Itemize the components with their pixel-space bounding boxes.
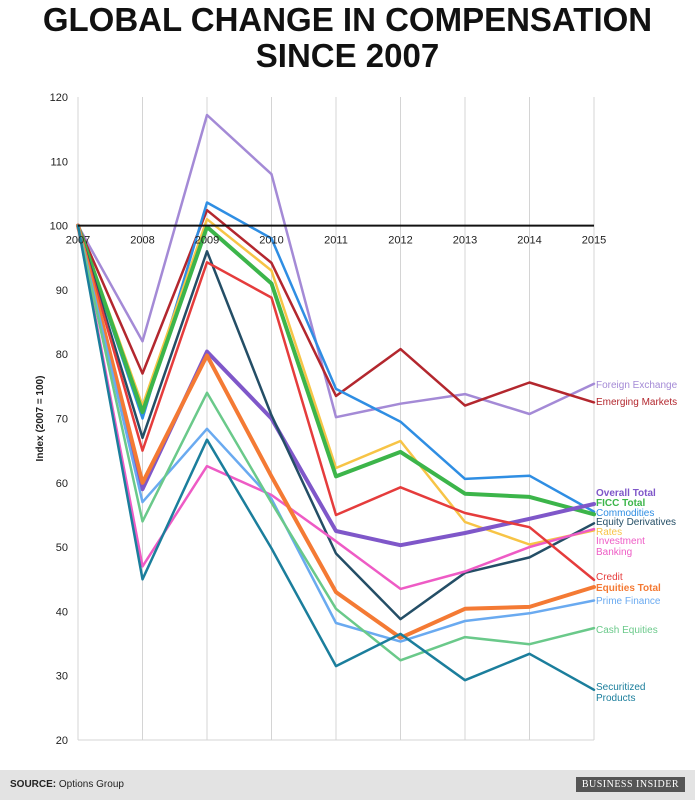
y-tick-label: 50 [56, 542, 68, 554]
series-line-equities-total [76, 223, 596, 640]
end-label-commodities: Commodities [596, 508, 654, 519]
y-tick-label: 80 [56, 349, 68, 361]
end-label-emerging-markets: Emerging Markets [596, 397, 677, 408]
end-label-line: Emerging Markets [596, 397, 677, 408]
series-line-securitized-products [76, 224, 596, 692]
y-tick-label: 70 [56, 414, 68, 426]
y-tick-label: 120 [50, 92, 68, 104]
end-label-overall-total: Overall Total [596, 488, 656, 499]
end-label-line: Overall Total [596, 488, 656, 499]
series-lines [76, 113, 596, 692]
end-label-line: Equity Derivatives [596, 517, 676, 528]
chart-title: GLOBAL CHANGE IN COMPENSATION SINCE 2007 [0, 2, 695, 74]
series-line-foreign-exchange [76, 113, 596, 419]
line-chart: 20 30 40 50 60 70 80 90 100 110 120 Index (2007 = 1… [35, 92, 678, 747]
y-tick-label: 110 [50, 156, 68, 168]
x-tick-label: 2008 [130, 235, 154, 247]
end-label-line: Prime Finance [596, 596, 661, 607]
end-label-line: Credit [596, 572, 623, 583]
source-note: SOURCE: Options Group [10, 779, 124, 790]
y-axis: 20 30 40 50 60 70 80 90 100 110 120 Index (2007 = 1… [35, 92, 68, 747]
end-label-equity-derivatives: Equity Derivatives [596, 517, 676, 528]
end-label-line: Cash Equities [596, 625, 658, 636]
x-tick-label: 2014 [517, 235, 541, 247]
chart-title-line-2: SINCE 2007 [255, 37, 440, 74]
series-line-emerging-markets [76, 208, 596, 407]
chart-title-line-1: GLOBAL CHANGE IN COMPENSATION [42, 1, 653, 38]
y-tick-label: 100 [50, 221, 68, 233]
x-tick-label: 2007 [66, 235, 90, 247]
series-line-rates [76, 217, 596, 546]
footer-bar: SOURCE: Options Group BUSINESS INSIDER [0, 770, 695, 800]
x-tick-label: 2009 [195, 235, 219, 247]
x-tick-label: 2010 [259, 235, 283, 247]
brand-logo: BUSINESS INSIDER [575, 777, 685, 792]
end-label-line: FICC Total [596, 498, 645, 509]
end-label-prime-finance: Prime Finance [596, 596, 661, 607]
y-tick-label: 20 [56, 735, 68, 747]
source-label: SOURCE: [10, 779, 57, 790]
end-label-equities-total: Equities Total [596, 583, 661, 594]
y-tick-label: 30 [56, 671, 68, 683]
x-tick-label: 2012 [388, 235, 412, 247]
y-tick-label: 60 [56, 478, 68, 490]
series-line-cash-equities [76, 224, 596, 662]
end-label-ficc-total: FICC Total [596, 498, 645, 509]
end-label-line: Rates [596, 527, 622, 538]
end-label-rates: Rates [596, 527, 622, 538]
series-line-ficc-total [76, 223, 596, 517]
end-label-line: Products [596, 693, 635, 704]
end-label-line: Securitized [596, 682, 645, 693]
series-line-equity-derivatives [76, 224, 596, 621]
end-label-investment-banking: Investment Banking [596, 536, 645, 558]
y-tick-label: 90 [56, 285, 68, 297]
end-label-cash-equities: Cash Equities [596, 625, 658, 636]
series-line-credit [76, 224, 596, 582]
source-text: Options Group [58, 779, 124, 790]
end-label-foreign-exchange: Foreign Exchange [596, 380, 678, 391]
end-label-securitized-products: Securitized Products [596, 682, 645, 704]
series-end-labels: Foreign Exchange Emerging Markets Overall … [596, 380, 678, 704]
end-label-line: Investment [596, 536, 645, 547]
end-label-line: Banking [596, 547, 632, 558]
x-tick-label: 2015 [582, 235, 606, 247]
x-tick-label: 2013 [453, 235, 477, 247]
x-tick-label: 2011 [324, 235, 348, 247]
end-label-line: Foreign Exchange [596, 380, 678, 391]
end-label-credit: Credit [596, 572, 623, 583]
y-tick-label: 40 [56, 606, 68, 618]
x-axis: 2007 2008 2009 2010 2011 2012 2013 2014 2015 [66, 235, 606, 247]
end-label-line: Commodities [596, 508, 654, 519]
y-axis-label: Index (2007 = 100) [35, 376, 46, 462]
end-label-line: Equities Total [596, 583, 661, 594]
